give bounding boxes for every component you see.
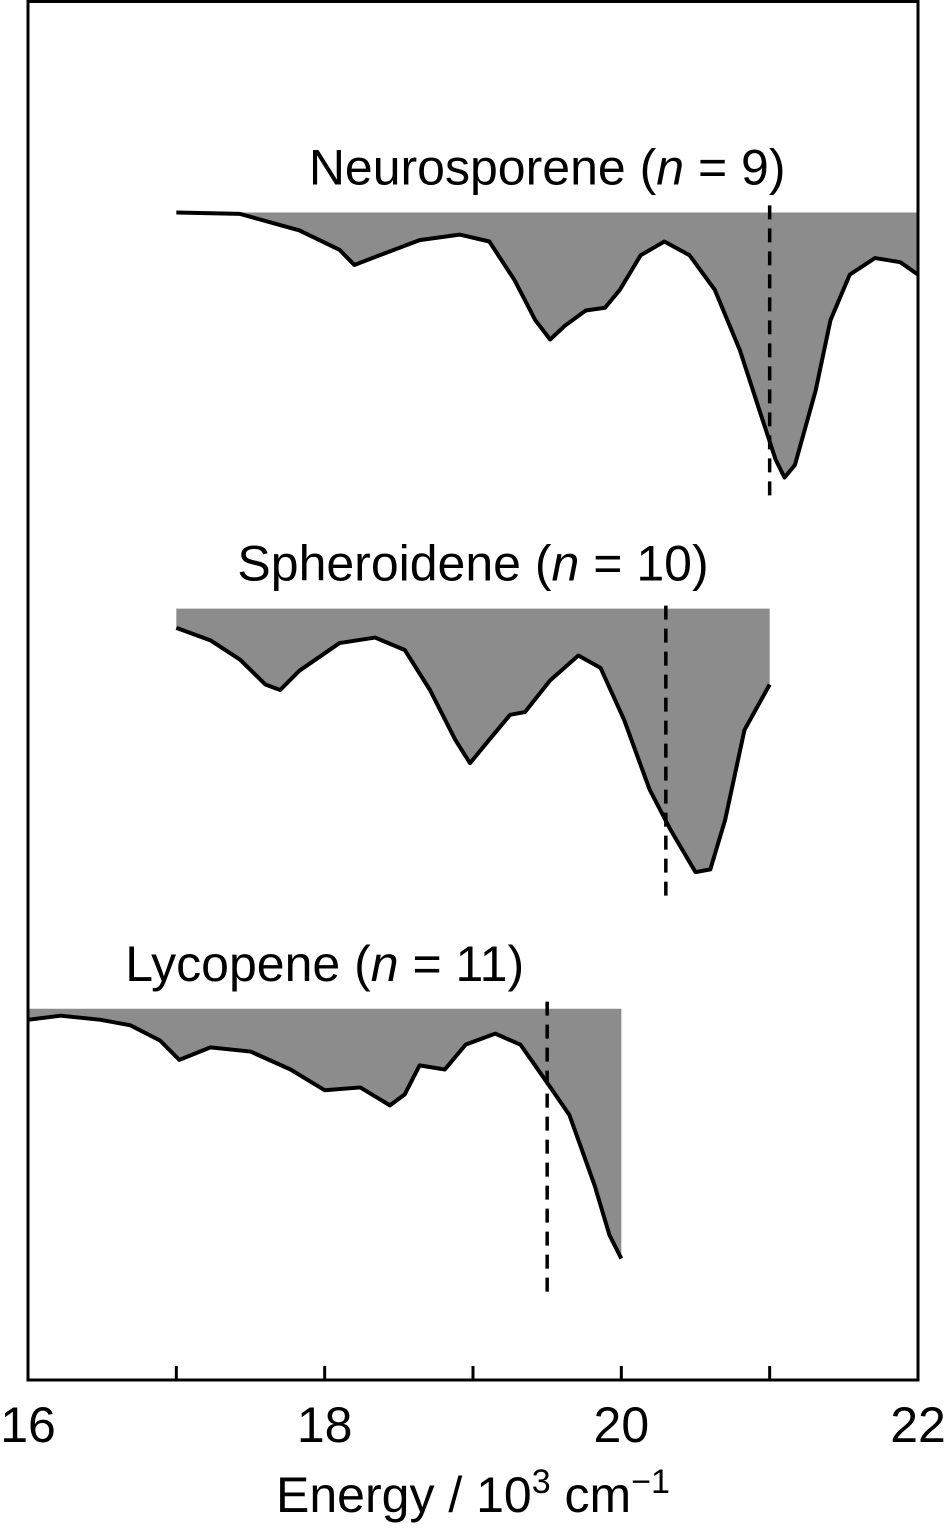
x-tick-label: 16	[0, 1397, 56, 1453]
label-part: Spheroidene (	[237, 536, 551, 592]
x-axis-label: Energy / 103 cm−1	[276, 1463, 670, 1523]
label-part: = 11)	[399, 936, 525, 992]
area-fill	[176, 608, 770, 873]
spectrum-line	[176, 210, 920, 480]
series-label: Lycopene (n = 11)	[125, 936, 524, 992]
label-part: Lycopene (	[125, 936, 371, 992]
label-part: −1	[631, 1463, 670, 1501]
label-part: n	[656, 140, 684, 196]
x-tick-label: 18	[297, 1397, 353, 1453]
label-part: = 10)	[579, 536, 708, 592]
label-part: n	[371, 936, 399, 992]
label-part: cm	[551, 1467, 632, 1523]
series-label: Spheroidene (n = 10)	[237, 536, 708, 592]
label-part: = 9)	[684, 140, 785, 196]
area-fill	[28, 1008, 622, 1259]
label-part: n	[552, 536, 580, 592]
spectrum-line	[27, 1013, 624, 1260]
x-tick-label: 22	[890, 1397, 946, 1453]
label-part: Energy / 10	[276, 1467, 532, 1523]
x-tick-label: 20	[594, 1397, 650, 1453]
spectrum-line	[175, 626, 772, 875]
label-part: Neurosporene (	[309, 140, 657, 196]
series-label: Neurosporene (n = 9)	[309, 140, 786, 196]
label-part: 3	[532, 1463, 551, 1501]
area-fill	[176, 212, 919, 478]
